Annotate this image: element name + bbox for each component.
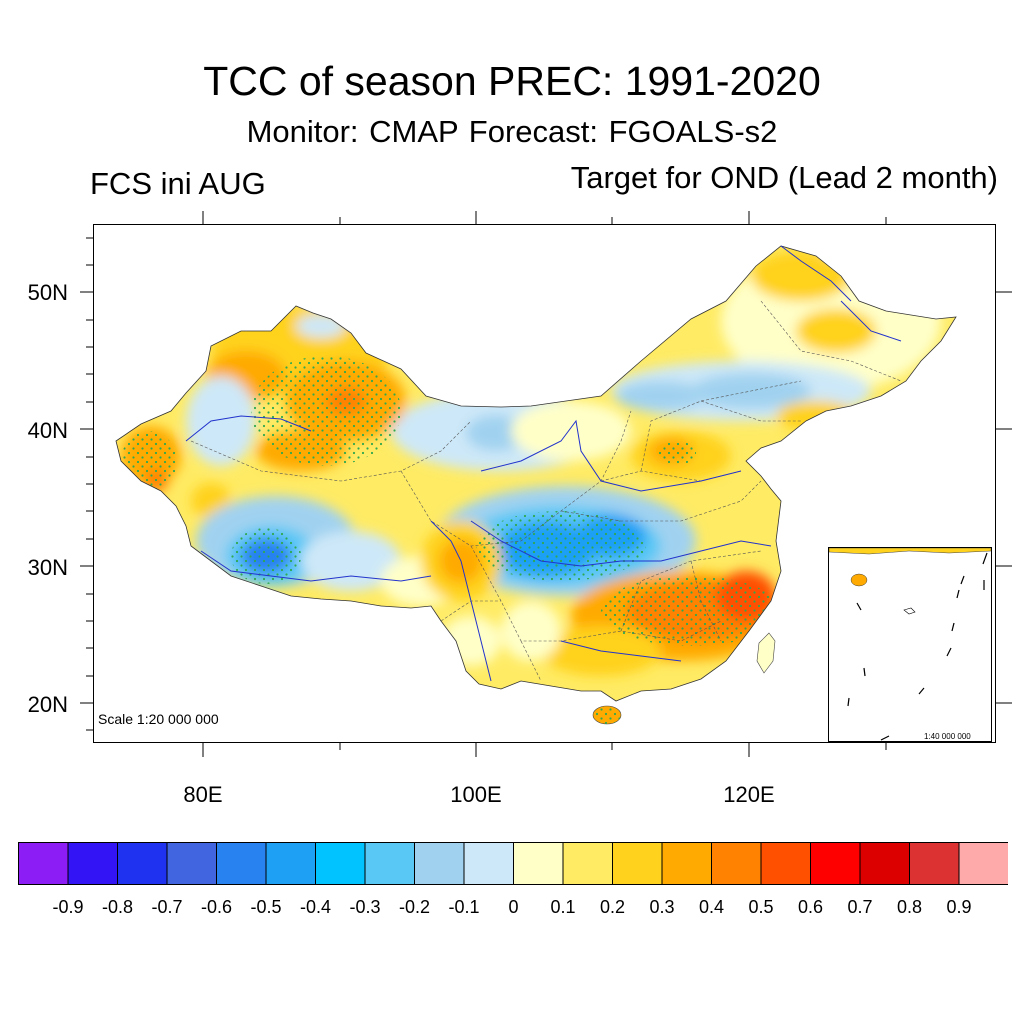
colorbar-swatch <box>661 842 712 885</box>
colorbar <box>18 842 1008 885</box>
lon-label-120e: 120E <box>723 782 775 807</box>
colorbar-tick-label: -0.3 <box>349 897 381 917</box>
colorbar-tick-label: -0.5 <box>250 897 282 917</box>
province-boundaries <box>190 300 902 682</box>
colorbar-tick-label: 0.1 <box>550 897 576 917</box>
colorbar-tick-label: -0.7 <box>151 897 183 917</box>
colorbar-swatch <box>117 842 168 885</box>
taiwan-island <box>756 632 776 674</box>
right-annotation: Target for OND (Lead 2 month) <box>570 160 998 195</box>
map-panel <box>93 224 996 743</box>
colorbar-tick-label: -0.8 <box>101 897 134 917</box>
colorbar-tick-label: -0.1 <box>448 897 480 917</box>
map-scale-label: Scale 1:20 000 000 <box>98 711 219 727</box>
colorbar-tick-label: 0.9 <box>946 897 972 917</box>
inset-map <box>828 547 992 741</box>
colorbar-tick-label: 0.7 <box>847 897 873 917</box>
chart-title: TCC of season PREC: 1991-2020 <box>203 58 821 104</box>
colorbar-tick-label: -0.9 <box>52 897 84 917</box>
colorbar-tick-label: 0 <box>508 897 519 917</box>
colorbar-tick-label: -0.4 <box>299 897 332 917</box>
lon-label-100e: 100E <box>450 782 502 807</box>
colorbar-swatch <box>18 842 69 885</box>
colorbar-swatch <box>265 842 316 885</box>
colorbar-swatch <box>364 842 415 885</box>
lat-label-40n: 40N <box>27 418 68 443</box>
colorbar-swatch <box>958 842 1008 885</box>
rivers <box>185 245 902 682</box>
colorbar-swatch <box>562 842 613 885</box>
lat-label-20n: 20N <box>27 692 68 717</box>
colorbar-swatch <box>760 842 811 885</box>
lat-label-30n: 30N <box>27 555 68 580</box>
colorbar-tick-label: 0.5 <box>748 897 774 917</box>
colorbar-tick-label: 0.3 <box>649 897 675 917</box>
colorbar-tick-label: 0.6 <box>797 897 824 917</box>
lon-label-80e: 80E <box>183 782 223 807</box>
colorbar-tick-label: 0.4 <box>698 897 725 917</box>
left-annotation: FCS ini AUG <box>90 166 266 201</box>
colorbar-swatch <box>166 842 217 885</box>
colorbar-swatch <box>216 842 267 885</box>
colorbar-swatch <box>463 842 514 885</box>
inset-scale-label: 1:40 000 000 <box>924 732 971 741</box>
colorbar-tick-label: -0.6 <box>200 897 233 917</box>
colorbar-tick-label: 0.2 <box>599 897 626 917</box>
south-china-sea-inset <box>828 547 992 742</box>
colorbar-swatch <box>513 842 564 885</box>
colorbar-swatch <box>711 842 762 885</box>
colorbar-swatch <box>859 842 910 885</box>
colorbar-swatch <box>414 842 465 885</box>
chart-subtitle: Monitor: CMAP Forecast: FGOALS-s2 <box>246 114 778 149</box>
colorbar-swatch <box>909 842 960 885</box>
lat-label-50n: 50N <box>27 280 68 305</box>
colorbar-tick-label: -0.2 <box>398 897 431 917</box>
colorbar-swatch <box>315 842 366 885</box>
colorbar-tick-label: 0.8 <box>896 897 923 917</box>
china-tcc-map <box>115 245 957 725</box>
colorbar-swatch <box>612 842 663 885</box>
colorbar-swatch <box>67 842 118 885</box>
colorbar-swatch <box>810 842 861 885</box>
